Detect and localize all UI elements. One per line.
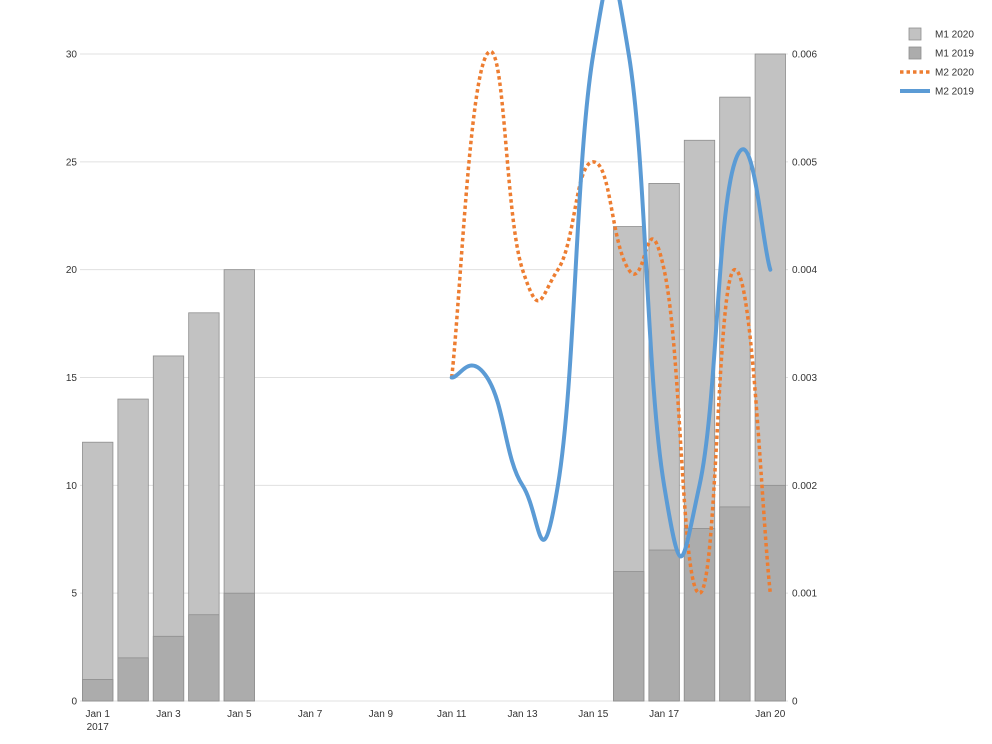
legend-swatch [908, 27, 922, 41]
y-right-tick-label: 0 [792, 697, 798, 708]
x-tick-label: Jan 20 [755, 709, 785, 720]
x-tick-sublabel: 2017 [87, 722, 110, 733]
bar [648, 549, 680, 702]
y-left-tick-label: 20 [66, 265, 78, 276]
x-tick-label: Jan 11 [437, 709, 467, 720]
y-left-tick-label: 15 [66, 373, 78, 384]
x-tick-label: Jan 1 [85, 709, 110, 720]
y-left-tick-label: 0 [71, 697, 77, 708]
bar [82, 679, 114, 702]
y-right-tick-label: 0.001 [792, 589, 817, 600]
bar [754, 484, 786, 702]
y-right-tick-label: 0.005 [792, 157, 817, 168]
bar [117, 657, 149, 702]
series-lines [449, 0, 773, 595]
y-left-tick-label: 25 [66, 157, 78, 168]
x-tick-label: Jan 7 [298, 709, 323, 720]
x-tick-label: Jan 13 [507, 709, 537, 720]
y-right-tick-label: 0.006 [792, 50, 817, 61]
x-tick-label: Jan 15 [578, 709, 608, 720]
x-tick-label: Jan 9 [369, 709, 394, 720]
bar [223, 592, 255, 702]
legend-label: M1 2019 [935, 49, 974, 60]
legend-label: M2 2020 [935, 68, 974, 79]
series-line [449, 0, 773, 559]
gridlines [80, 53, 788, 702]
bar [613, 571, 645, 702]
x-tick-label: Jan 5 [227, 709, 252, 720]
bar [117, 398, 149, 702]
y-left-tick-label: 5 [71, 589, 77, 600]
bar [719, 506, 751, 702]
legend: M1 2020 M1 2019 M2 2020 M2 2019 [900, 27, 974, 98]
y-right-tick-label: 0.003 [792, 373, 817, 384]
axis-labels: 0 5 10 15 20 25 30 0 0.001 0.002 0.003 0.004 0.005 0.… [66, 50, 818, 734]
bar [82, 441, 114, 702]
bar [683, 528, 716, 702]
y-left-tick-label: 30 [66, 50, 78, 61]
y-right-tick-label: 0.004 [792, 265, 817, 276]
legend-swatch [908, 46, 922, 60]
x-tick-label: Jan 17 [649, 709, 679, 720]
bar [188, 614, 220, 702]
y-right-tick-label: 0.002 [792, 481, 817, 492]
legend-label: M1 2020 [935, 30, 974, 41]
y-left-tick-label: 10 [66, 481, 78, 492]
x-tick-label: Jan 3 [156, 709, 181, 720]
legend-label: M2 2019 [935, 87, 974, 98]
bar [152, 635, 185, 702]
bars [82, 53, 786, 702]
